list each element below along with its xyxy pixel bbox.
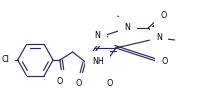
Text: O: O [161, 12, 167, 20]
Text: N: N [94, 30, 100, 40]
Text: Cl: Cl [1, 56, 9, 64]
Text: O: O [57, 76, 63, 86]
Text: N: N [156, 34, 162, 42]
Text: O: O [162, 57, 168, 66]
Text: NH: NH [92, 57, 104, 66]
Text: O: O [107, 80, 113, 88]
Text: N: N [125, 24, 130, 32]
Text: O: O [75, 80, 82, 88]
